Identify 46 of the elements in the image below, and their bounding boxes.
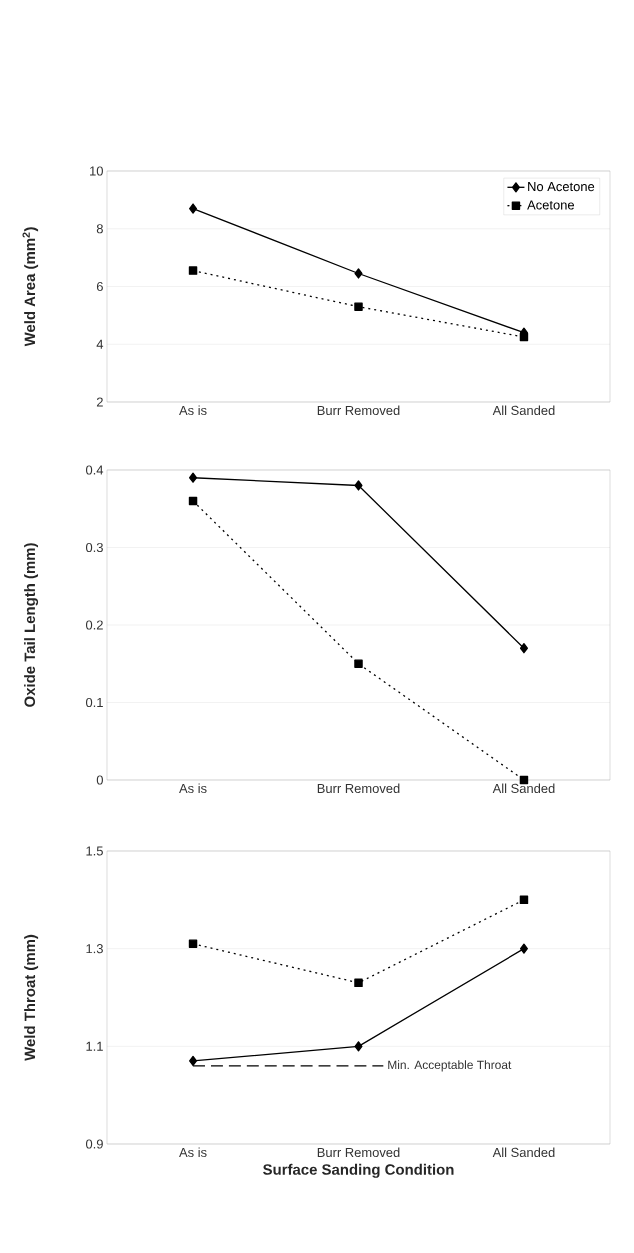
x-tick-label: As is [179, 783, 207, 794]
point [519, 943, 528, 954]
y-tick-label: 6 [96, 281, 103, 292]
x-axis-title: Surface Sanding Condition [263, 1163, 454, 1178]
y-tick-label: 2 [96, 397, 103, 407]
point [189, 203, 198, 214]
x-tick-label: Burr Removed [317, 405, 400, 416]
x-tick-label: As is [179, 1147, 207, 1158]
y-tick-label: 8 [96, 224, 103, 234]
x-tick-label: All Sanded [492, 1147, 555, 1158]
y-tick-label: 4 [96, 339, 104, 349]
y-tick-label: 0.2 [85, 620, 103, 630]
x-tick-label: All Sanded [492, 783, 555, 794]
point [354, 268, 363, 279]
legend-label: No Acetone [528, 182, 595, 192]
x-tick-label: All Sanded [492, 405, 555, 416]
y-axis-title: Weld Area (mm$^{2}$) [22, 227, 39, 347]
point [354, 659, 363, 668]
point [354, 1041, 363, 1052]
ref-line-label: Min. Acceptable Throat [388, 1060, 512, 1072]
y-tick-label: 0 [96, 775, 103, 785]
y-tick-label: 10 [90, 166, 103, 176]
y-axis-title: Weld Throat (mm) [24, 934, 39, 1061]
point [189, 1055, 198, 1067]
x-tick-label: As is [179, 405, 207, 416]
y-tick-label: 0.9 [85, 1139, 103, 1149]
y-tick-label: 1.5 [86, 846, 103, 856]
x-tick-label: Burr Removed [317, 783, 400, 794]
y-axis-title: Oxide Tail Length (mm) [24, 543, 39, 707]
point [188, 496, 198, 506]
legend-label: Acetone [527, 200, 575, 210]
point [519, 643, 528, 654]
y-tick-label: 0.3 [85, 542, 103, 553]
y-tick-label: 1.1 [86, 1041, 103, 1051]
point [354, 978, 363, 988]
point [519, 895, 529, 905]
point [354, 480, 363, 491]
point [188, 266, 198, 275]
y-tick-label: 0.4 [85, 465, 104, 475]
point [519, 332, 529, 342]
point [188, 939, 198, 949]
y-tick-label: 1.3 [86, 944, 103, 954]
point [354, 302, 363, 311]
point [189, 472, 198, 483]
y-tick-label: 0.1 [85, 697, 103, 708]
x-tick-label: Burr Removed [317, 1147, 400, 1158]
